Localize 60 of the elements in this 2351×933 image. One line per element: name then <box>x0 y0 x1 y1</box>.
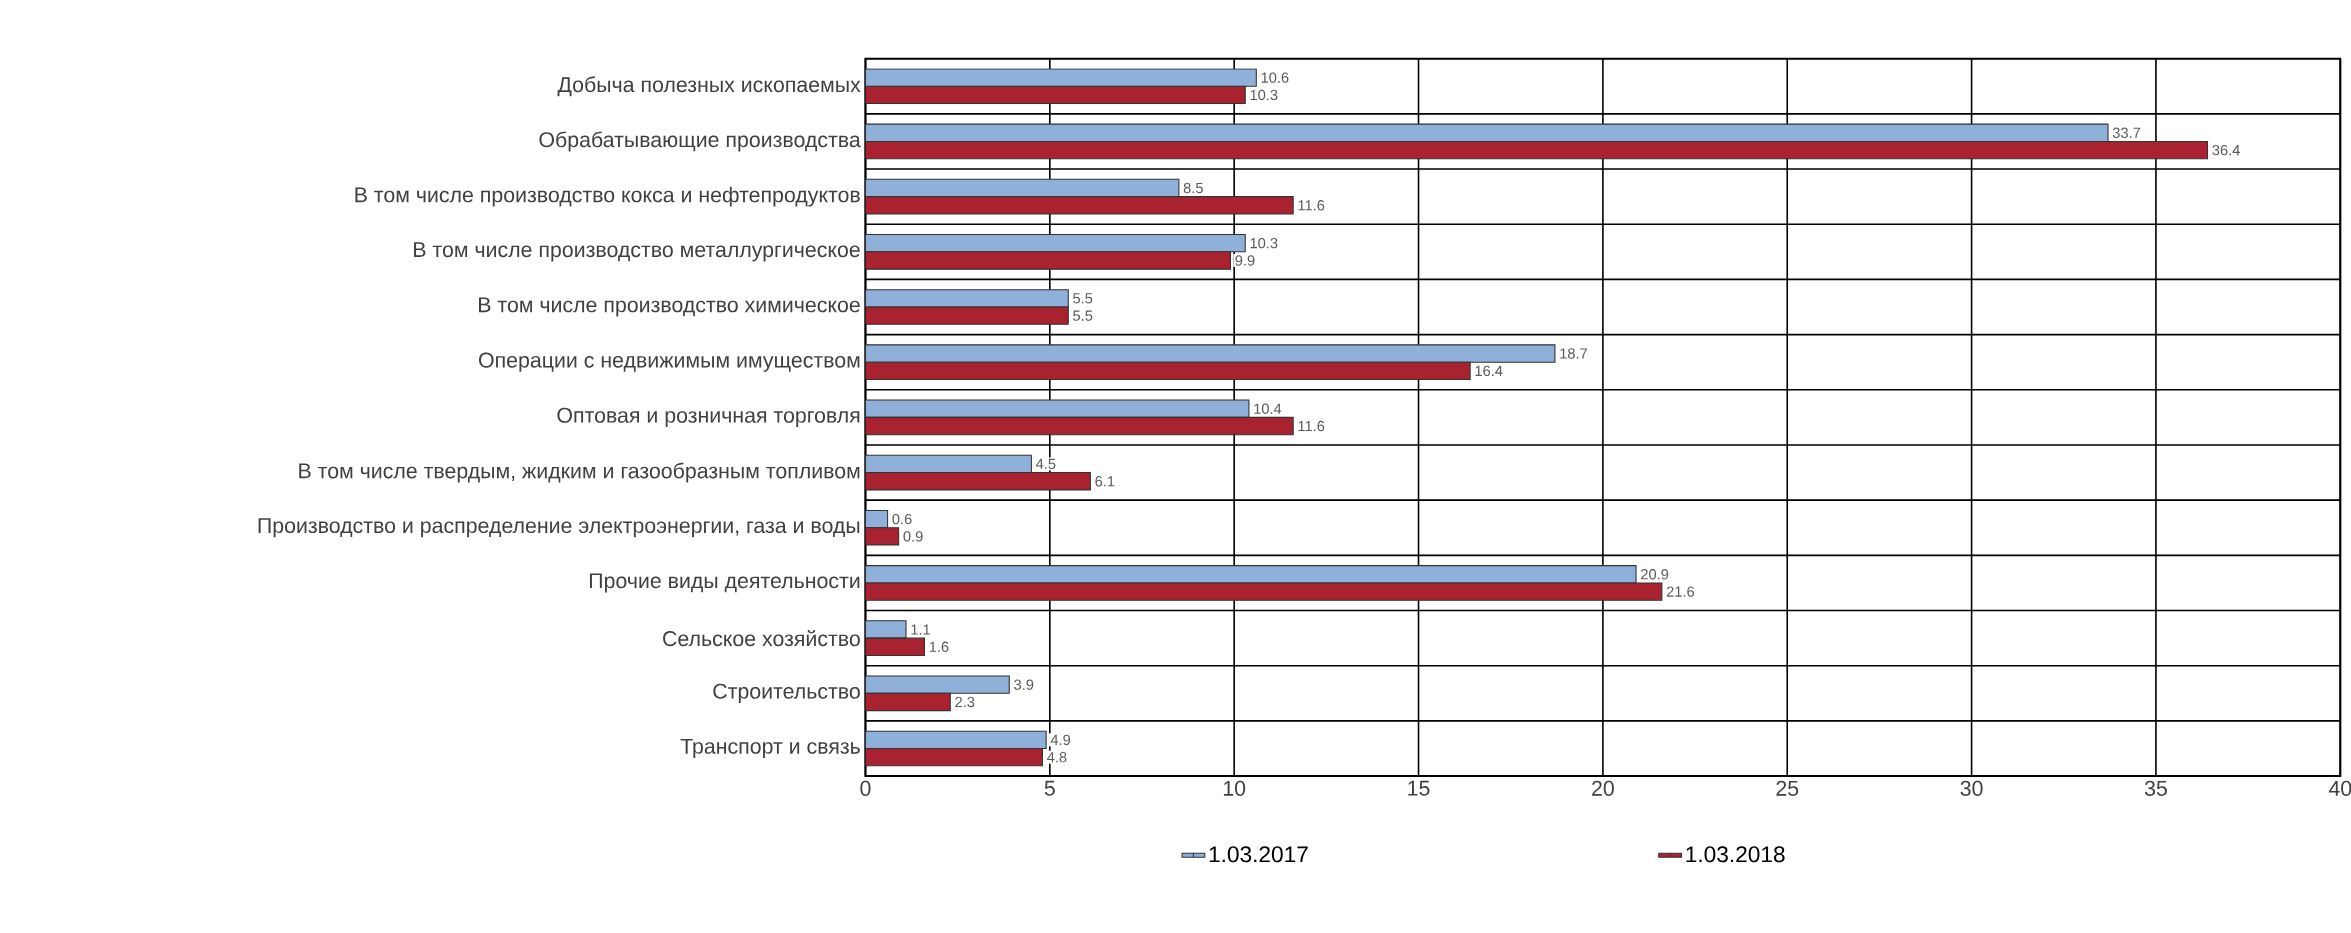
data-label: 0.6 <box>892 513 912 525</box>
legend-label: 1.03.2017 <box>1209 846 1308 863</box>
data-label: 20.9 <box>1641 568 1669 580</box>
data-label: 4.5 <box>1035 458 1056 469</box>
data-label: 16.4 <box>1475 365 1503 376</box>
data-label: 10.3 <box>1250 237 1278 249</box>
bar <box>865 454 1032 473</box>
x-tick-label: 35 <box>2144 780 2167 796</box>
data-label: 21.6 <box>1666 586 1695 597</box>
x-tick-label: 5 <box>1044 780 1055 796</box>
bar <box>865 123 2109 142</box>
x-tick-label: 0 <box>860 780 871 796</box>
y-tick-label: Обрабатывающие производства <box>539 131 861 152</box>
bar <box>865 564 1637 584</box>
data-label: 5.5 <box>1073 293 1093 304</box>
data-label: 36.4 <box>2212 144 2240 156</box>
bar <box>865 288 1069 308</box>
legend-label: 1.03.2018 <box>1686 846 1785 863</box>
x-tick-label: 25 <box>1776 780 1799 796</box>
data-label: 11.6 <box>1298 199 1325 211</box>
bar <box>865 399 1250 418</box>
x-tick-label: 20 <box>1592 780 1614 796</box>
data-label: 33.7 <box>2112 127 2141 138</box>
y-tick-label: Прочие виды деятельности <box>589 573 860 593</box>
bar <box>865 178 1180 197</box>
y-tick-label: Добыча полезных ископаемых <box>557 76 861 96</box>
y-tick-label: Оптовая и розничная торговля <box>557 407 860 427</box>
y-tick-label: Строительство <box>713 683 860 703</box>
x-tick-label: 40 <box>2328 780 2351 796</box>
data-label: 18.7 <box>1560 348 1588 359</box>
y-tick-label: В том числе производство кокса и нефтепродуктов <box>355 186 860 207</box>
data-label: 10.3 <box>1250 89 1278 100</box>
data-label: 2.3 <box>955 696 975 707</box>
y-tick-label: В том числе твердым, жидким и газообразным топливом <box>299 462 860 483</box>
bar <box>865 675 1010 694</box>
y-tick-label: В том числе производство химическое <box>479 297 860 317</box>
data-label: 9.9 <box>1235 255 1255 266</box>
data-label: 0.9 <box>903 531 923 542</box>
y-tick-label: Транспорт и связь <box>680 738 860 758</box>
x-tick-label: 30 <box>1960 780 1983 796</box>
data-label: 1.6 <box>929 641 949 652</box>
x-tick-label: 15 <box>1408 780 1430 796</box>
y-tick-label: В том числе производство металлургическое <box>414 242 860 262</box>
x-tick-label: 10 <box>1223 780 1246 796</box>
data-label: 3.9 <box>1014 679 1034 690</box>
bar <box>865 344 1556 363</box>
data-label: 4.8 <box>1047 751 1067 763</box>
data-label: 11.6 <box>1298 420 1325 432</box>
data-label: 5.5 <box>1073 310 1093 321</box>
y-tick-label: Операции с недвижимым имуществом <box>479 352 860 372</box>
y-tick-label: Сельское хозяйство <box>663 629 860 646</box>
bar <box>865 68 1257 87</box>
data-label: 10.6 <box>1261 72 1289 83</box>
data-label: 6.1 <box>1095 475 1115 487</box>
y-tick-label: Производство и распределение электроэнергии, газа и воды <box>258 517 860 538</box>
data-label: 10.4 <box>1254 403 1282 414</box>
bar <box>865 233 1246 253</box>
data-label: 4.9 <box>1050 734 1071 745</box>
data-label: 1.1 <box>911 624 930 635</box>
data-label: 8.5 <box>1183 182 1203 193</box>
